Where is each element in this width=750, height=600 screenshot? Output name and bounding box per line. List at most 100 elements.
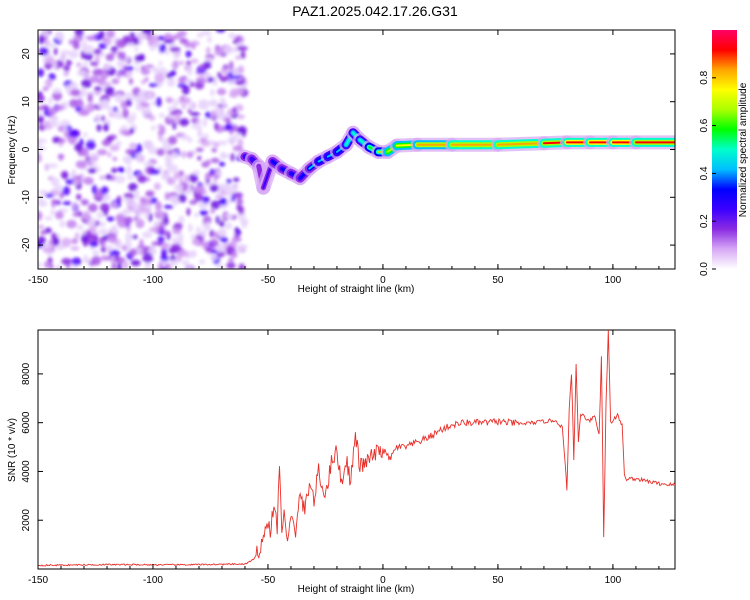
noise-blob (169, 110, 178, 116)
noise-blob (47, 163, 58, 169)
noise-blob (232, 67, 240, 76)
noise-blob (135, 104, 144, 111)
noise-blob (83, 254, 88, 264)
figure-title: PAZ1.2025.042.17.26.G31 (292, 3, 458, 19)
noise-blob (172, 33, 182, 40)
noise-blob (134, 46, 139, 52)
noise-blob (173, 184, 184, 192)
noise-blob (123, 216, 133, 224)
x-tick-label: 0 (380, 575, 386, 586)
noise-blob (144, 77, 149, 82)
noise-blob (72, 178, 80, 186)
noise-blob (98, 30, 105, 40)
noise-blob (196, 119, 202, 127)
noise-blob (137, 174, 147, 184)
noise-blob (115, 213, 125, 222)
noise-blob (150, 169, 161, 175)
noise-blob (186, 151, 194, 159)
noise-blob (140, 102, 150, 108)
noise-blob (136, 217, 143, 226)
noise-blob (192, 170, 201, 176)
noise-blob (154, 72, 165, 83)
noise-blob (44, 193, 54, 198)
noise-blob (52, 91, 63, 101)
noise-blob (72, 202, 78, 210)
noise-blob (185, 50, 192, 58)
noise-blob (68, 129, 79, 138)
noise-blob (71, 169, 77, 177)
colorbar-tick-label: 0.4 (699, 166, 710, 180)
noise-blob (115, 39, 126, 49)
noise-blob (174, 222, 183, 230)
noise-blob (80, 198, 89, 206)
noise-blob (42, 138, 47, 144)
noise-blob (42, 243, 52, 248)
noise-blob (101, 37, 108, 42)
noise-blob (163, 39, 174, 44)
noise-blob (229, 152, 235, 162)
noise-blob (145, 190, 154, 197)
noise-blob (226, 261, 236, 269)
noise-blob (50, 115, 59, 121)
noise-blob (116, 59, 125, 68)
noise-blob (200, 140, 211, 147)
noise-blob (124, 208, 131, 214)
noise-blob (214, 106, 222, 115)
colorbar-tick-label: 0.0 (699, 262, 710, 276)
noise-blob (203, 132, 209, 141)
noise-blob (44, 261, 50, 269)
noise-blob (58, 153, 64, 162)
noise-blob (241, 84, 248, 89)
noise-blob (210, 200, 221, 210)
noise-blob (88, 153, 100, 159)
noise-blob (224, 213, 234, 219)
noise-blob (50, 209, 56, 215)
noise-blob (167, 114, 174, 120)
spectrogram-y-ticks: -20 -10 0 10 20 (21, 48, 675, 252)
noise-blob (59, 138, 66, 144)
noise-blob (187, 108, 193, 114)
noise-blob (191, 238, 200, 246)
noise-blob (70, 88, 81, 97)
snr-y-label: SNR (10 * v/v) (7, 418, 18, 482)
noise-blob (197, 103, 205, 109)
noise-blob (101, 99, 110, 108)
noise-blob (51, 199, 61, 204)
noise-blob (105, 245, 114, 250)
noise-blob (169, 47, 181, 52)
noise-blob (88, 203, 98, 213)
noise-blob (75, 160, 87, 169)
noise-blob (163, 204, 174, 209)
noise-blob (166, 72, 174, 79)
noise-blob (158, 112, 165, 118)
spectrogram-x-ticks: -150 -100 -50 0 50 100 (28, 30, 660, 286)
noise-blob (70, 246, 80, 251)
noise-blob (219, 220, 225, 228)
noise-blob (177, 83, 187, 88)
noise-blob (190, 124, 201, 129)
noise-blob (140, 68, 151, 75)
noise-blob (125, 71, 133, 77)
noise-blob (42, 86, 49, 92)
noise-blob (148, 82, 158, 88)
noise-blob (189, 81, 195, 88)
noise-blob (122, 197, 133, 203)
noise-blob (59, 119, 71, 127)
noise-blob (195, 147, 204, 153)
noise-blob (157, 236, 165, 243)
noise-blob (215, 215, 220, 224)
x-tick-label: 100 (605, 575, 622, 586)
noise-blob (133, 189, 140, 200)
noise-blob (93, 48, 102, 55)
noise-blob (96, 124, 102, 132)
noise-blob (76, 224, 84, 231)
noise-blob (165, 263, 172, 269)
noise-blob (76, 98, 83, 108)
noise-blob (137, 89, 149, 100)
noise-blob (236, 244, 245, 253)
spectrogram-x-label: Height of straight line (km) (298, 284, 415, 295)
noise-blob (186, 207, 191, 217)
noise-blob (135, 152, 142, 162)
noise-blob (171, 151, 179, 159)
noise-blob (38, 68, 45, 77)
